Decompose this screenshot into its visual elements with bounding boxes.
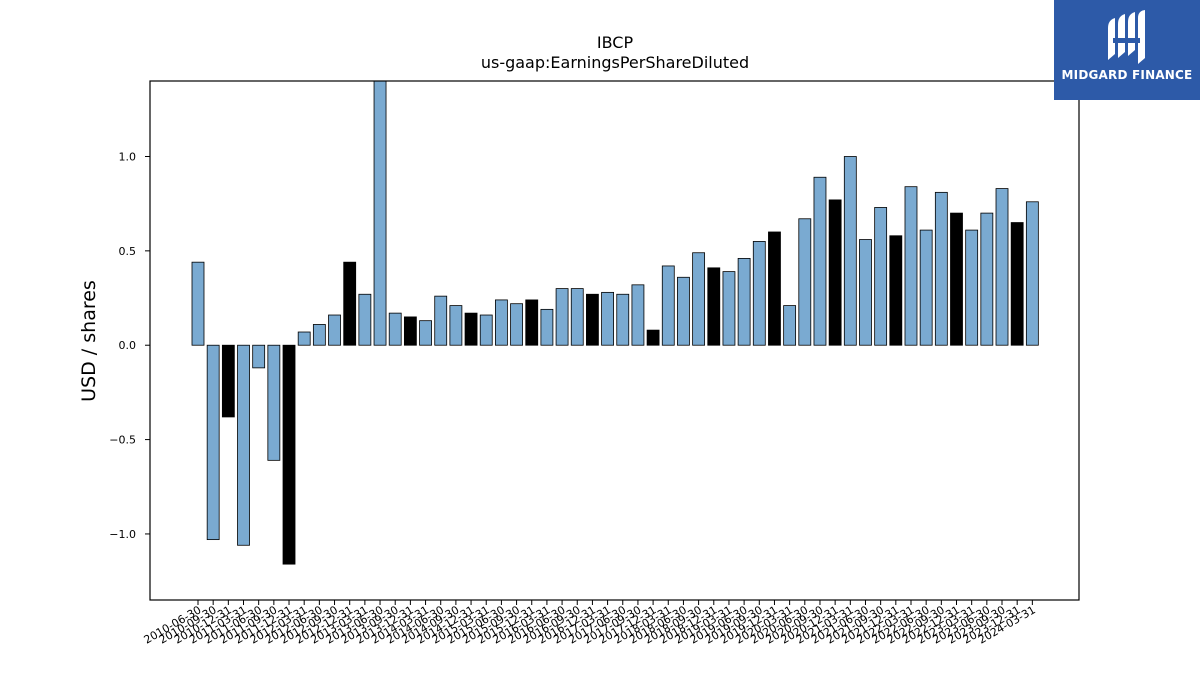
bar-2012-09-30 [328, 314, 341, 346]
y-tick-label: 0.0 [119, 339, 137, 352]
bar-2022-03-31 [904, 186, 918, 346]
bar-2015-09-30 [510, 303, 523, 346]
y-tick-label: −0.5 [109, 434, 136, 447]
brand-logo: MIDGARD FINANCE [1054, 0, 1200, 100]
bar-2018-03-31 [661, 265, 675, 346]
bar-2018-09-30 [692, 252, 706, 346]
bar-2011-03-31 [237, 344, 250, 546]
bar-2020-06-30 [798, 218, 812, 346]
bar-2012-03-31 [297, 331, 311, 346]
x-axis-ticks: 2010-06-302010-09-302010-12-312011-03-31… [142, 600, 1038, 647]
bar-2013-09-30 [388, 312, 402, 346]
bar-2011-12-31 [282, 344, 296, 565]
chart-subtitle: us-gaap:EarningsPerShareDiluted [481, 53, 749, 72]
bar-2012-06-30 [312, 324, 326, 346]
y-axis-label: USD / shares [78, 280, 100, 402]
bar-2017-09-30 [631, 284, 645, 346]
bar-2013-12-31 [403, 316, 417, 346]
bar-2014-12-31 [464, 312, 478, 346]
bar-2012-12-31 [343, 261, 357, 346]
bar-2021-06-30 [859, 239, 872, 346]
bar-2010-06-30 [191, 261, 205, 346]
midgard-m-logo-icon [1108, 10, 1145, 64]
bar-2016-12-31 [586, 293, 599, 346]
bar-2011-06-30 [252, 344, 266, 369]
bars-group [191, 80, 1039, 565]
bar-2019-09-30 [752, 241, 766, 346]
bar-2013-03-31 [358, 293, 372, 346]
bar-2023-09-30 [995, 188, 1009, 346]
bar-2021-09-30 [874, 207, 888, 346]
bar-2022-09-30 [934, 191, 948, 346]
bar-2020-09-30 [813, 176, 827, 346]
bar-2023-06-30 [980, 212, 994, 346]
bar-2017-06-30 [616, 293, 630, 346]
bar-2015-03-31 [479, 314, 493, 346]
bar-2010-09-30 [206, 344, 220, 541]
bar-2018-12-31 [707, 267, 721, 346]
y-tick-label: 1.0 [119, 150, 137, 163]
bar-2016-03-31 [540, 308, 554, 346]
y-axis-ticks: −1.0 −0.5 0.0 0.5 1.0 [109, 150, 150, 541]
bar-2019-06-30 [737, 257, 751, 346]
bar-2021-12-31 [889, 235, 903, 346]
bar-2013-06-30 [373, 80, 387, 346]
bar-2016-06-30 [555, 288, 569, 346]
bar-2016-09-30 [570, 288, 584, 346]
bar-2021-03-31 [843, 156, 857, 346]
bar-2024-03-31 [1025, 201, 1039, 346]
brand-name: MIDGARD FINANCE [1061, 68, 1193, 82]
bar-2018-06-30 [677, 276, 690, 346]
bar-2023-03-31 [965, 229, 979, 346]
bar-2014-09-30 [449, 305, 463, 346]
chart-title: IBCP [597, 33, 634, 52]
bar-2020-12-31 [828, 199, 842, 346]
bar-2014-03-31 [419, 320, 432, 346]
bar-2015-12-31 [525, 299, 539, 346]
bar-2020-03-31 [783, 305, 797, 346]
bar-2011-09-30 [267, 344, 281, 461]
bar-2010-12-31 [221, 344, 235, 418]
bar-2017-12-31 [646, 329, 660, 346]
bar-2022-12-31 [950, 212, 963, 346]
bar-2022-06-30 [919, 229, 933, 346]
bar-2017-03-31 [601, 291, 614, 346]
bar-2019-03-31 [722, 271, 736, 346]
bar-2023-12-31 [1010, 222, 1024, 346]
bar-2015-06-30 [494, 299, 508, 346]
y-tick-label: −1.0 [109, 528, 136, 541]
bar-2019-12-31 [768, 231, 781, 346]
y-tick-label: 0.5 [119, 245, 137, 258]
bar-2014-06-30 [434, 295, 448, 346]
plot-frame [149, 80, 1080, 601]
